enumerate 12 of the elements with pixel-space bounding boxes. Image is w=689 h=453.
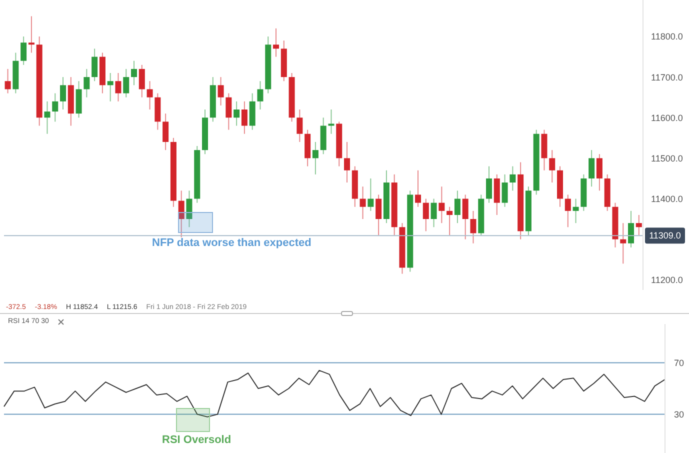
y-tick-label: 11500.0 [651, 153, 683, 164]
y-tick-label: 11800.0 [651, 32, 683, 42]
y-tick-label: 11200.0 [651, 275, 683, 286]
line-series [4, 370, 666, 418]
annotation: NFP data worse than expected [152, 237, 312, 249]
y-tick-label: 70 [674, 358, 684, 368]
ref-line-label: 11309.0 [649, 230, 681, 241]
y-tick-label: 11600.0 [651, 112, 683, 123]
annotation: RSI Oversold [162, 434, 232, 446]
y-tick-label: 30 [674, 409, 684, 420]
y-tick-label: 11400.0 [651, 194, 683, 204]
y-tick-label: 11700.0 [651, 72, 683, 82]
